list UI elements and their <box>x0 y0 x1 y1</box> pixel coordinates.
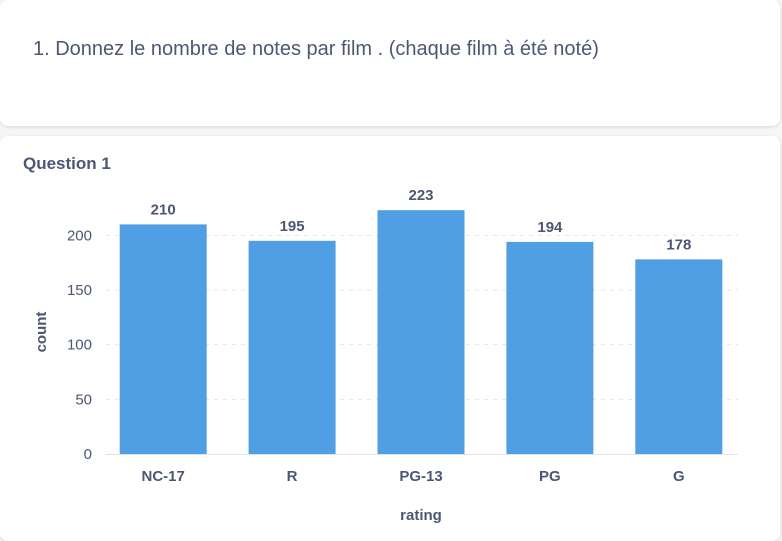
bar[interactable] <box>248 240 336 454</box>
y-tick-label: 200 <box>67 227 92 244</box>
y-tick-label: 50 <box>75 391 92 408</box>
y-tick-label: 0 <box>84 446 92 463</box>
chart-title[interactable]: Question 1 <box>23 154 111 173</box>
data-label: 223 <box>408 187 433 204</box>
question-card: 1. Donnez le nombre de notes par film . … <box>0 0 780 126</box>
x-tick-label: G <box>673 468 685 485</box>
x-axis-label: rating <box>400 507 442 524</box>
bar[interactable] <box>506 241 594 454</box>
data-label: 210 <box>151 201 176 218</box>
y-tick-label: 150 <box>67 282 92 299</box>
x-tick-label: R <box>287 468 298 485</box>
x-tick-label: NC-17 <box>142 468 185 485</box>
y-tick-label: 100 <box>67 337 92 354</box>
data-label: 194 <box>537 219 563 236</box>
bar[interactable] <box>377 210 465 454</box>
x-tick-label: PG <box>539 468 561 485</box>
y-axis-label: count <box>33 312 50 353</box>
bar-chart: 0 50 100 150 200 210 NC-17 195 R 223 PG-13 194 PG 178… <box>33 187 738 524</box>
question-text: 1. Donnez le nombre de notes par film . … <box>33 38 599 60</box>
data-label: 178 <box>666 236 691 253</box>
bar[interactable] <box>635 259 723 454</box>
data-label: 195 <box>280 218 305 235</box>
x-tick-label: PG-13 <box>399 468 442 485</box>
bar[interactable] <box>119 224 207 454</box>
chart-card: Question 1 0 50 100 150 200 210 NC-17 195 R 223 PG… <box>0 136 780 541</box>
